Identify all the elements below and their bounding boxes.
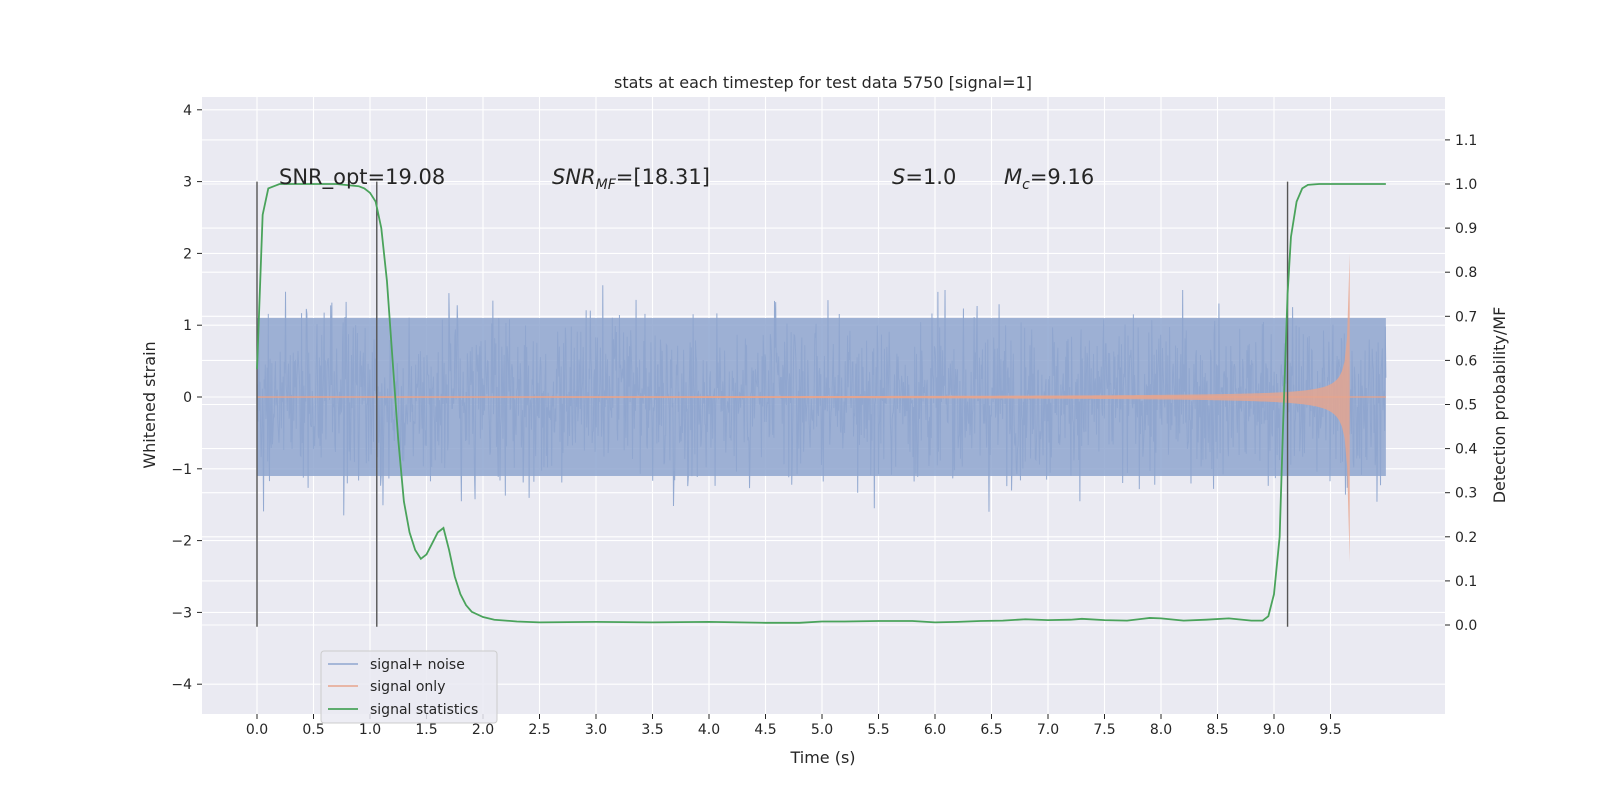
x-tick-label: 3.5 [641, 722, 663, 738]
annotation-snr-mf: SNRMF=[18.31] [552, 165, 710, 193]
legend: signal+ noise signal only signal statist… [320, 650, 498, 724]
y-right-tick-label: 0.3 [1455, 486, 1477, 502]
x-tick-label: 8.0 [1150, 722, 1172, 738]
x-tick-label: 9.5 [1319, 722, 1341, 738]
y-right-tick-label: 0.1 [1455, 574, 1477, 590]
x-tick-label: 4.5 [754, 722, 776, 738]
y-right-tick-label: 1.1 [1455, 133, 1477, 149]
signal-only-series [257, 253, 1386, 563]
y-tick-label: 3 [183, 175, 192, 191]
y-right-tick-label: 0.7 [1455, 309, 1477, 325]
annotation-mc: Mc=9.16 [1004, 165, 1094, 193]
y-right-tick-label: 0.5 [1455, 398, 1477, 414]
vertical-markers [256, 181, 1289, 627]
annotations: SNR_opt=19.08 SNRMF=[18.31] S=1.0 Mc=9.1… [279, 165, 1094, 193]
x-tick-label: 6.5 [980, 722, 1002, 738]
x-tick-label: 8.5 [1206, 722, 1228, 738]
y-right-tick-label: 0.2 [1455, 530, 1477, 546]
annotation-s: S=1.0 [892, 165, 956, 189]
y-tick-label: −3 [171, 605, 192, 621]
y-right-tick-label: 0.8 [1455, 265, 1477, 281]
x-tick-label: 7.5 [1093, 722, 1115, 738]
x-axis-label: Time (s) [789, 748, 855, 767]
y-axis-label: Whitened strain [140, 341, 159, 468]
x-tick-label: 2.0 [472, 722, 494, 738]
x-tick-label: 1.0 [359, 722, 381, 738]
x-tick-label: 5.0 [811, 722, 833, 738]
legend-label-signal: signal only [370, 679, 445, 695]
y-tick-label: −1 [171, 462, 192, 478]
y-tick-label: 2 [183, 246, 192, 262]
x-tick-label: 5.5 [867, 722, 889, 738]
x-tick-label: 4.0 [698, 722, 720, 738]
chart-title: stats at each timestep for test data 575… [614, 73, 1032, 92]
y-tick-label: 4 [183, 103, 192, 119]
y-tick-label: −4 [171, 677, 192, 693]
legend-label-statistics: signal statistics [370, 702, 478, 718]
annotation-snr-opt: SNR_opt=19.08 [279, 165, 445, 190]
y-tick-label: 1 [183, 318, 192, 334]
y-tick-label: 0 [183, 390, 192, 406]
y-right-tick-label: 0.6 [1455, 353, 1477, 369]
legend-label-noise: signal+ noise [370, 657, 465, 673]
x-tick-label: 6.0 [924, 722, 946, 738]
signal-statistics-series [256, 183, 1386, 624]
legend-box [320, 650, 498, 724]
x-tick-label: 7.0 [1037, 722, 1059, 738]
y-right-tick-label: 0.9 [1455, 221, 1477, 237]
tick-labels: 0.0 0.5 1.0 1.5 2.0 2.5 3.0 3.5 4.0 4.5 5.0 5.5 6.0 6… [171, 103, 1477, 738]
x-tick-label: 0.0 [246, 722, 268, 738]
x-tick-label: 1.5 [415, 722, 437, 738]
y-axis-right-label: Detection probability/MF [1490, 307, 1509, 504]
y-right-tick-label: 1.0 [1455, 177, 1477, 193]
x-tick-label: 0.5 [302, 722, 324, 738]
y-tick-label: −2 [171, 534, 192, 550]
x-tick-label: 9.0 [1263, 722, 1285, 738]
y-right-tick-label: 0.4 [1455, 442, 1477, 458]
x-tick-label: 3.0 [585, 722, 607, 738]
y-right-tick-label: 0.0 [1455, 618, 1477, 634]
x-tick-label: 2.5 [528, 722, 550, 738]
signal-statistics-line [256, 183, 1386, 624]
